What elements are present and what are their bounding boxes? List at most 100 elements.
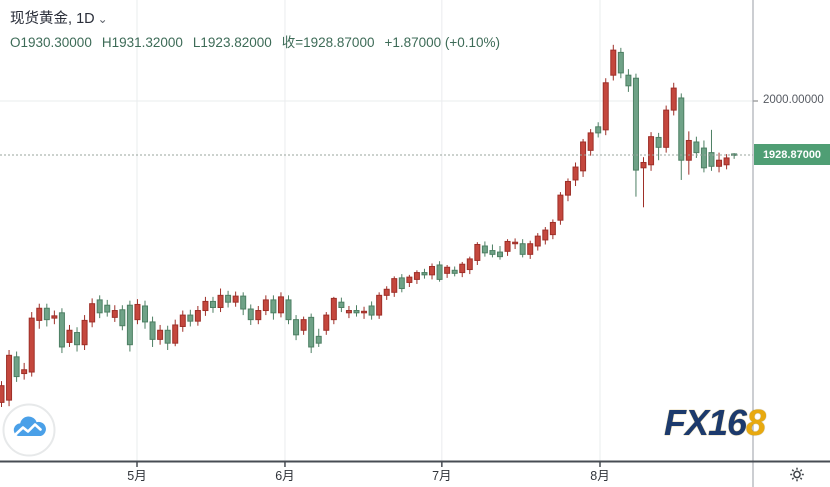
candle-body[interactable] (580, 141, 587, 172)
candle-body[interactable] (398, 277, 405, 290)
time-axis-month-label[interactable]: 7月 (432, 469, 451, 483)
candle-body[interactable] (406, 276, 413, 283)
candle-body[interactable] (504, 240, 511, 252)
candle-body[interactable] (126, 304, 133, 346)
candle-body[interactable] (81, 319, 88, 346)
candle-body[interactable] (549, 221, 556, 236)
candle-body[interactable] (247, 308, 254, 321)
candle-body[interactable] (451, 269, 458, 274)
candle-body[interactable] (89, 303, 96, 323)
candle-body[interactable] (587, 132, 594, 151)
candle-body[interactable] (300, 319, 307, 331)
candle-body[interactable] (6, 354, 13, 401)
candle-body[interactable] (512, 241, 519, 245)
candle-body[interactable] (353, 310, 360, 314)
candle-body[interactable] (542, 229, 549, 241)
candle-body[interactable] (678, 97, 685, 161)
chart-provider-logo[interactable] (2, 403, 56, 457)
symbol-name[interactable]: 现货黄金 (10, 11, 68, 27)
candle-body[interactable] (225, 294, 232, 303)
candle-body[interactable] (391, 278, 398, 293)
candle-body[interactable] (270, 299, 277, 314)
candle-body[interactable] (285, 299, 292, 321)
candle-body[interactable] (700, 147, 707, 169)
candle-body[interactable] (194, 310, 201, 322)
candle-body[interactable] (217, 294, 224, 308)
candle-body[interactable] (444, 266, 451, 274)
candle-body[interactable] (368, 305, 375, 316)
candle-body[interactable] (119, 309, 126, 327)
candle-body[interactable] (172, 324, 179, 344)
time-axis-month-label[interactable]: 8月 (590, 469, 609, 483)
candle-body[interactable] (474, 243, 481, 261)
candle-body[interactable] (179, 314, 186, 327)
candle-body[interactable] (655, 136, 662, 148)
candle-body[interactable] (383, 288, 390, 296)
time-axis-month-label[interactable]: 6月 (275, 469, 294, 483)
candle-body[interactable] (338, 301, 345, 308)
candle-body[interactable] (421, 272, 428, 276)
candle-body[interactable] (164, 329, 171, 344)
candle-body[interactable] (648, 136, 655, 166)
candle-body[interactable] (534, 235, 541, 247)
candle-body[interactable] (202, 300, 209, 312)
candle-body[interactable] (149, 321, 156, 340)
candle-body[interactable] (43, 307, 50, 321)
candle-body[interactable] (564, 180, 571, 196)
candle-body[interactable] (293, 319, 300, 336)
candle-body[interactable] (413, 272, 420, 280)
candle-body[interactable] (277, 296, 284, 314)
candle-body[interactable] (134, 303, 141, 321)
candle-body[interactable] (345, 310, 352, 314)
candle-body[interactable] (66, 329, 73, 343)
candle-body[interactable] (74, 332, 81, 346)
candle-body[interactable] (308, 316, 315, 348)
candle-body[interactable] (557, 194, 564, 221)
candle-body[interactable] (96, 299, 103, 314)
candle-body[interactable] (617, 51, 624, 74)
candle-body[interactable] (716, 159, 723, 167)
candle-body[interactable] (459, 263, 466, 274)
gear-icon[interactable] (793, 470, 801, 479)
candle-body[interactable] (640, 161, 647, 169)
candle-body[interactable] (693, 141, 700, 154)
candle-body[interactable] (610, 49, 617, 76)
interval-label[interactable]: 1D (76, 11, 95, 27)
candle-body[interactable] (13, 356, 20, 378)
candle-body[interactable] (58, 312, 65, 348)
candle-body[interactable] (28, 317, 35, 373)
candle-body[interactable] (142, 305, 149, 323)
candle-body[interactable] (489, 250, 496, 255)
candle-body[interactable] (51, 315, 58, 319)
candle-body[interactable] (104, 304, 111, 313)
candle-body[interactable] (496, 251, 503, 258)
candle-body[interactable] (685, 139, 692, 161)
candle-body[interactable] (255, 310, 262, 321)
candle-body[interactable] (315, 335, 322, 344)
candle-body[interactable] (361, 310, 368, 314)
candle-body[interactable] (708, 152, 715, 167)
candle-body[interactable] (663, 109, 670, 148)
candle-body[interactable] (602, 82, 609, 131)
candle-body[interactable] (0, 385, 5, 403)
candle-body[interactable] (670, 87, 677, 111)
candle-body[interactable] (323, 314, 330, 331)
candle-body[interactable] (595, 126, 602, 134)
candle-body[interactable] (481, 245, 488, 254)
candle-body[interactable] (632, 77, 639, 171)
candle-body[interactable] (429, 265, 436, 276)
candle-body[interactable] (36, 307, 43, 321)
candle-body[interactable] (187, 314, 194, 322)
candle-body[interactable] (723, 157, 730, 166)
candle-body[interactable] (330, 297, 337, 321)
candle-body[interactable] (157, 329, 164, 340)
candle-body[interactable] (376, 294, 383, 316)
candle-body[interactable] (209, 300, 216, 308)
candle-body[interactable] (21, 369, 28, 375)
chevron-down-icon[interactable]: ⌄ (97, 12, 108, 26)
candle-body[interactable] (232, 295, 239, 303)
candle-body[interactable] (519, 243, 526, 255)
candle-body[interactable] (572, 166, 579, 181)
candle-body[interactable] (436, 264, 443, 280)
